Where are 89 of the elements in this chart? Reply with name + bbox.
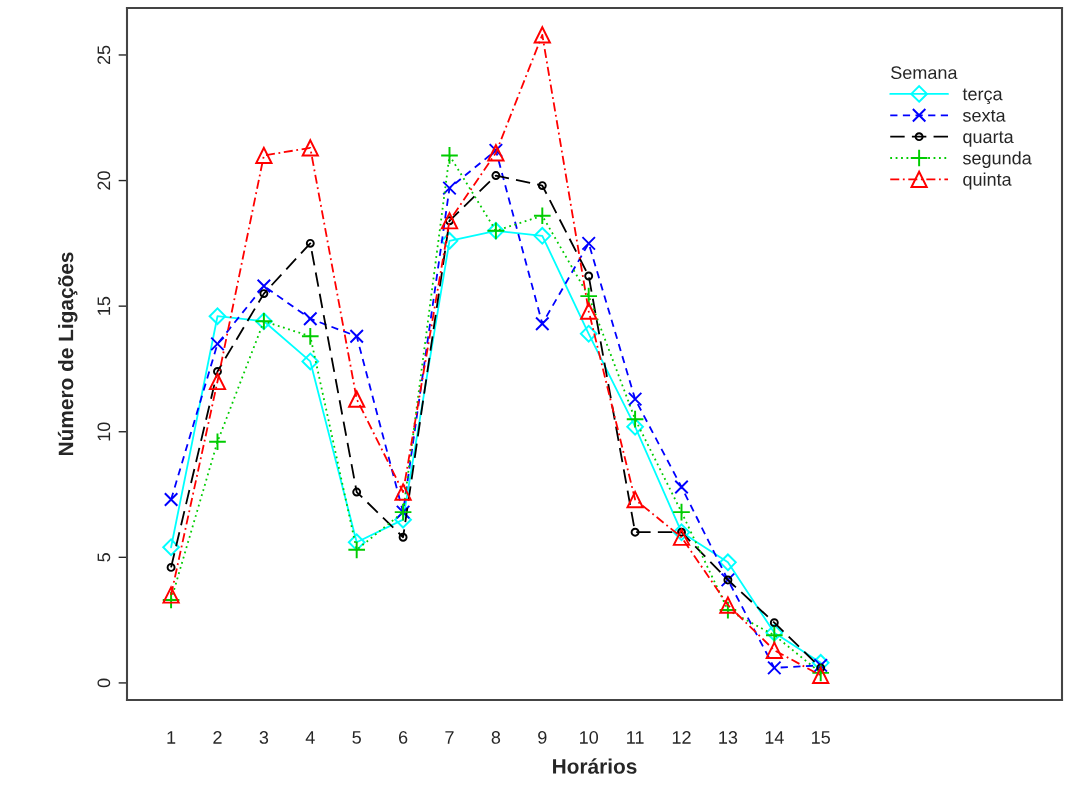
- y-axis-title: Número de Ligações: [57, 252, 78, 456]
- point: [672, 523, 691, 542]
- legend-title: Semana: [891, 66, 958, 80]
- point: [440, 232, 459, 250]
- y-tick-label: 25: [97, 45, 111, 65]
- point: [163, 492, 179, 507]
- y-tick-label: 15: [97, 296, 111, 315]
- point: [626, 490, 644, 509]
- legend-label: sexta: [962, 109, 1006, 122]
- legend-label: quinta: [963, 172, 1012, 190]
- point: [767, 660, 782, 676]
- point: [491, 171, 501, 180]
- point: [630, 527, 640, 537]
- point: [208, 307, 227, 326]
- point: [719, 596, 737, 614]
- point: [816, 663, 826, 673]
- y-tick-label: 20: [97, 171, 111, 190]
- point: [255, 146, 273, 165]
- x-tick-label: 11: [627, 731, 644, 744]
- point: [626, 417, 644, 436]
- point: [765, 641, 783, 659]
- legend-label: quarta: [963, 131, 1014, 147]
- point: [537, 181, 547, 191]
- x-tick-label: 6: [398, 731, 408, 744]
- point: [161, 590, 181, 610]
- point: [488, 143, 504, 158]
- point: [769, 618, 779, 628]
- x-tick-label: 9: [538, 731, 547, 744]
- point: [442, 180, 457, 196]
- point: [579, 286, 598, 306]
- x-tick-label: 1: [167, 731, 176, 744]
- point: [672, 528, 691, 546]
- point: [579, 324, 598, 343]
- point: [347, 533, 366, 552]
- point: [398, 532, 408, 542]
- point: [213, 367, 222, 376]
- point: [162, 538, 180, 557]
- x-tick-label: 13: [719, 731, 738, 744]
- point: [627, 391, 643, 407]
- point: [584, 271, 594, 281]
- point: [352, 487, 362, 497]
- point: [210, 336, 225, 352]
- y-tick-label: 10: [97, 422, 111, 441]
- point: [535, 316, 550, 331]
- point: [718, 600, 738, 620]
- x-tick-label: 15: [812, 731, 830, 744]
- point: [487, 144, 505, 162]
- x-tick-label: 14: [765, 731, 784, 744]
- point: [532, 206, 552, 226]
- point: [533, 226, 552, 245]
- x-tick-label: 5: [352, 731, 361, 744]
- point: [719, 553, 737, 572]
- x-tick-label: 12: [672, 731, 691, 744]
- point: [301, 139, 319, 157]
- x-tick-label: 4: [305, 731, 315, 744]
- point: [166, 562, 176, 572]
- point: [672, 502, 691, 522]
- point: [259, 289, 269, 299]
- y-tick-label: 5: [97, 553, 111, 562]
- point: [349, 329, 364, 344]
- x-tick-label: 8: [491, 731, 501, 744]
- point: [301, 352, 320, 371]
- point: [811, 654, 830, 672]
- point: [813, 658, 828, 673]
- point: [581, 236, 596, 251]
- point: [440, 212, 459, 230]
- point: [394, 483, 412, 501]
- x-tick-label: 3: [259, 731, 269, 744]
- point: [674, 479, 689, 495]
- point: [440, 146, 459, 165]
- point: [303, 311, 318, 326]
- x-tick-label: 7: [445, 731, 454, 744]
- legend-label: segunda: [962, 151, 1032, 169]
- point: [305, 238, 315, 248]
- point: [625, 409, 645, 429]
- point: [533, 26, 551, 44]
- y-tick-label: 0: [97, 678, 111, 688]
- point: [208, 372, 227, 391]
- point: [348, 390, 366, 408]
- x-axis-title: Horários: [553, 758, 637, 774]
- x-tick-label: 2: [213, 731, 222, 744]
- legend-label: terça: [962, 88, 1003, 105]
- point: [256, 278, 272, 294]
- point: [208, 432, 227, 452]
- x-tick-label: 10: [580, 731, 599, 744]
- point: [300, 326, 320, 346]
- point: [347, 540, 366, 560]
- point: [580, 302, 598, 320]
- point: [162, 586, 180, 604]
